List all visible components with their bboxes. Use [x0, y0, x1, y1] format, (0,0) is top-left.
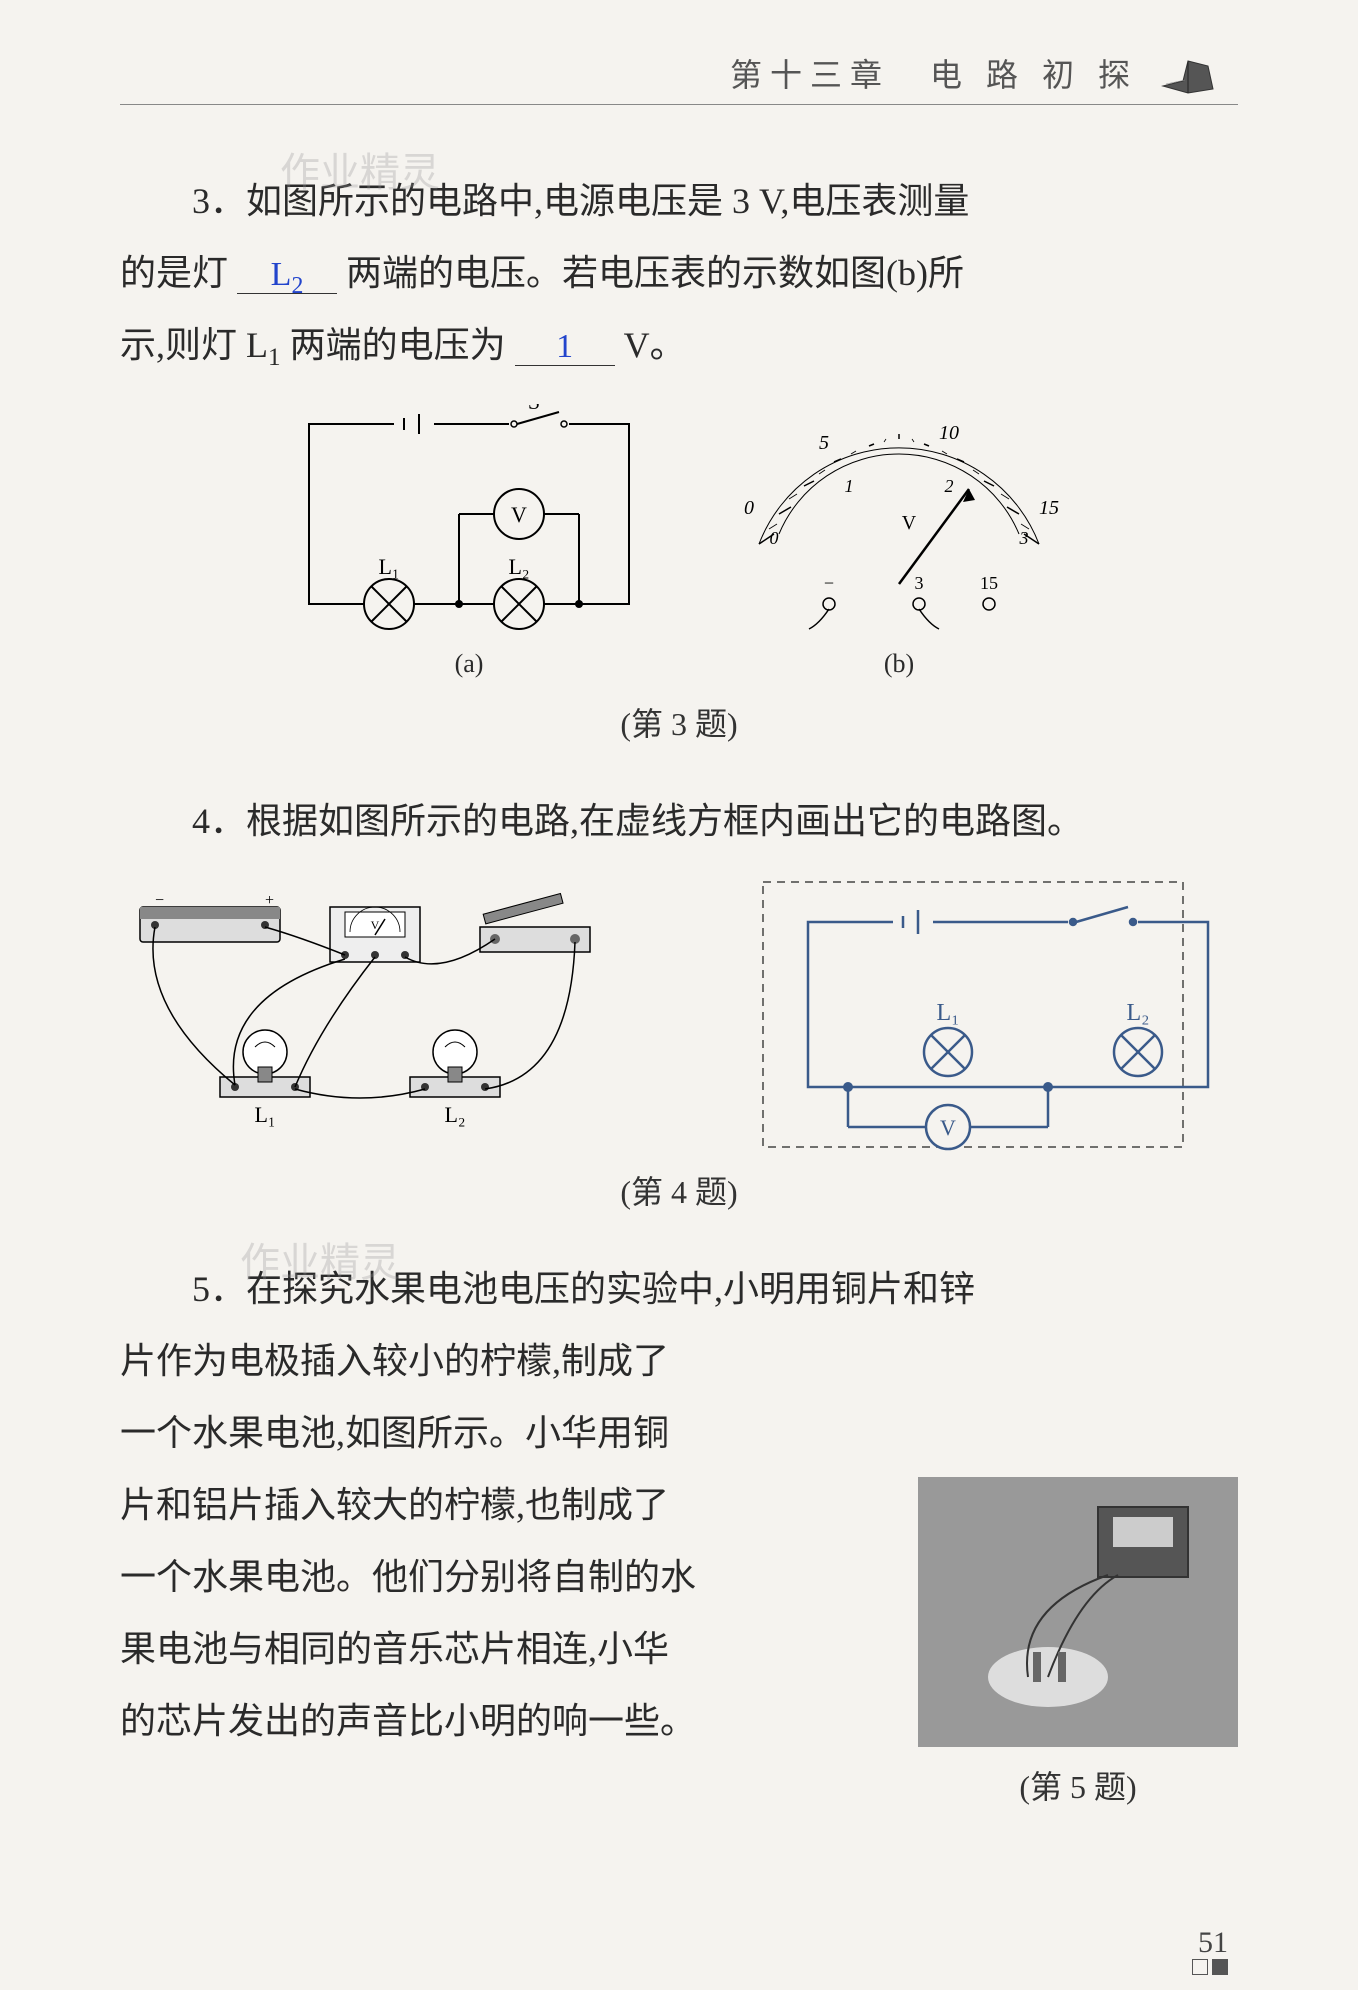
l2-label: L₂	[508, 554, 529, 579]
fig3-caption: (第 3 题)	[120, 699, 1238, 745]
svg-text:3: 3	[1019, 528, 1029, 548]
q3-line2: 的是灯 L2 两端的电压。若电压表的示数如图(b)所	[120, 237, 1238, 309]
question-4: 4．根据如图所示的电路,在虚线方框内画出它的电路图。	[120, 785, 1238, 857]
svg-text:L₁: L₁	[936, 1000, 959, 1026]
q3-l2a: 的是灯	[120, 253, 228, 293]
volt-label: V	[511, 502, 527, 527]
svg-text:−: −	[155, 892, 164, 909]
switch-label: S	[528, 404, 540, 414]
sub-b: (b)	[719, 649, 1079, 679]
page-number: 51	[1198, 1926, 1228, 1960]
chapter-title: 第十三章 电 路 初 探	[730, 50, 1138, 96]
meter-b-wrapper: 0 5 10 15 0 1 2 3 V − 3 15 (b)	[719, 404, 1079, 679]
svg-text:L₁: L₁	[254, 1102, 275, 1127]
q5-line5: 一个水果电池。他们分别将自制的水	[120, 1541, 888, 1613]
q3-l3b: 两端的电压为	[290, 325, 506, 365]
q5-line7: 的芯片发出的声音比小明的响一些。	[120, 1685, 888, 1757]
q3-line1: 3．如图所示的电路中,电源电压是 3 V,电压表测量	[120, 165, 1238, 237]
q5-line4: 片和铝片插入较大的柠檬,也制成了	[120, 1469, 888, 1541]
q5-container: 一个水果电池,如图所示。小华用铜 片和铝片插入较大的柠檬,也制成了 一个水果电池…	[120, 1397, 1238, 1808]
q3-line3: 示,则灯 L1 两端的电压为 1 V。	[120, 309, 1238, 384]
sub-a: (a)	[279, 649, 659, 679]
q5-image-box: (第 5 题)	[918, 1477, 1238, 1808]
circuit-a-wrapper: S V L₁ L₂ (a)	[279, 404, 659, 679]
svg-text:V: V	[940, 1115, 956, 1140]
q3-l2b: 两端的电压。若电压表的示数如图(b)所	[346, 253, 964, 293]
question-5: 5．在探究水果电池电压的实验中,小明用铜片和锌 片作为电极插入较小的柠檬,制成了	[120, 1253, 1238, 1397]
svg-text:15: 15	[1039, 497, 1059, 519]
q3-blank2: 1	[515, 330, 615, 366]
q3-l3c: V。	[624, 325, 686, 365]
q5-line6: 果电池与相同的音乐芯片相连,小华	[120, 1613, 888, 1685]
fig4-caption: (第 4 题)	[120, 1167, 1238, 1213]
figure-3-row: S V L₁ L₂ (a)	[120, 404, 1238, 679]
svg-text:10: 10	[939, 422, 959, 444]
fig5-caption: (第 5 题)	[918, 1762, 1238, 1808]
svg-text:15: 15	[980, 573, 998, 593]
l1-label: L₁	[378, 554, 399, 579]
q4-text: 4．根据如图所示的电路,在虚线方框内画出它的电路图。	[120, 785, 1238, 857]
q3-blank1: L2	[237, 258, 337, 294]
book-icon	[1158, 51, 1218, 96]
q5-line3: 一个水果电池,如图所示。小华用铜	[120, 1397, 888, 1469]
svg-text:V: V	[371, 918, 380, 932]
svg-text:1: 1	[845, 476, 854, 496]
meter-b: 0 5 10 15 0 1 2 3 V − 3 15	[719, 404, 1079, 644]
circuit-a: S V L₁ L₂	[279, 404, 659, 644]
svg-text:5: 5	[819, 432, 829, 454]
svg-text:+: +	[265, 892, 274, 909]
q5-text-block: 一个水果电池,如图所示。小华用铜 片和铝片插入较大的柠檬,也制成了 一个水果电池…	[120, 1397, 888, 1757]
q5-line1: 5．在探究水果电池电压的实验中,小明用铜片和锌	[120, 1253, 1238, 1325]
page-marks	[1192, 1959, 1228, 1975]
svg-text:V: V	[902, 512, 917, 534]
svg-text:L₂: L₂	[444, 1102, 465, 1127]
svg-text:3: 3	[915, 573, 924, 593]
schematic-answer: L₁ L₂ V	[758, 877, 1238, 1157]
svg-text:−: −	[824, 573, 834, 593]
svg-text:0: 0	[744, 497, 754, 519]
svg-text:2: 2	[945, 476, 954, 496]
figure-4-row: − + V L₁ L₂	[120, 877, 1238, 1157]
q5-line2: 片作为电极插入较小的柠檬,制成了	[120, 1325, 1238, 1397]
q5-photo	[918, 1477, 1238, 1747]
q3-l3a: 示,则灯 L	[120, 325, 268, 365]
page-header: 第十三章 电 路 初 探	[120, 40, 1238, 105]
physical-circuit: − + V L₁ L₂	[120, 877, 620, 1157]
svg-text:0: 0	[770, 528, 779, 548]
mark-empty	[1192, 1959, 1208, 1975]
mark-filled	[1212, 1959, 1228, 1975]
svg-text:L₂: L₂	[1126, 1000, 1149, 1026]
question-3: 3．如图所示的电路中,电源电压是 3 V,电压表测量 的是灯 L2 两端的电压。…	[120, 165, 1238, 384]
